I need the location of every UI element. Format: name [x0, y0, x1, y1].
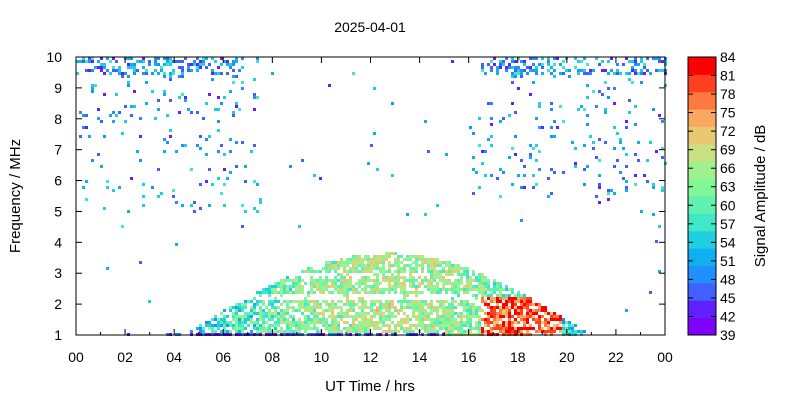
- x-tick-label: 00: [68, 349, 84, 365]
- x-tick-label: 22: [608, 349, 624, 365]
- colorbar-segment: [688, 57, 716, 75]
- x-tick-label: 08: [265, 349, 281, 365]
- colorbar-tick-label: 75: [720, 105, 736, 121]
- colorbar-tick-label: 81: [720, 68, 736, 84]
- colorbar-tick-label: 63: [720, 179, 736, 195]
- x-axis-label: UT Time / hrs: [325, 378, 415, 395]
- y-axis-label: Frequency / MHz: [7, 139, 24, 253]
- colorbar-tick-label: 42: [720, 308, 736, 324]
- colorbar-segment: [688, 91, 716, 110]
- colorbar-tick-label: 69: [720, 142, 736, 158]
- colorbar-segment: [688, 143, 716, 162]
- y-tick-label: 10: [46, 49, 62, 65]
- y-axis: 1 2 3 4 5 6 7 8 9 10: [46, 49, 665, 343]
- x-tick-label: 12: [363, 349, 379, 365]
- colorbar-frame: [687, 56, 717, 336]
- colorbar-tick-label: 84: [720, 49, 736, 65]
- colorbar-segment: [688, 230, 716, 249]
- colorbar: 84 81 78 75 72 69 66 63 60 57 54 51 48 45 42 39: [687, 49, 736, 343]
- colorbar-segment: [688, 126, 716, 145]
- y-tick-label: 3: [54, 265, 62, 281]
- colorbar-segment: [688, 161, 716, 180]
- colorbar-segment: [688, 178, 716, 197]
- y-tick-label: 5: [54, 203, 62, 219]
- colorbar-segment: [688, 317, 716, 336]
- y-tick-label: 4: [54, 234, 62, 250]
- colorbar-tick-label: 78: [720, 86, 736, 102]
- colorbar-tick-label: 72: [720, 123, 736, 139]
- colorbar-tick-label: 57: [720, 216, 736, 232]
- x-tick-label: 04: [166, 349, 182, 365]
- x-axis: 00 02 04 06 08 10 12 14 16 18 20 22 00: [68, 57, 673, 365]
- colorbar-segment: [688, 282, 716, 301]
- colorbar-segment: [688, 265, 716, 284]
- y-tick-label: 2: [54, 296, 62, 312]
- x-tick-label: 02: [117, 349, 133, 365]
- colorbar-tick-label: 39: [720, 327, 736, 343]
- y-tick-label: 8: [54, 111, 62, 127]
- x-tick-label: 14: [412, 349, 428, 365]
- x-tick-label: 10: [314, 349, 330, 365]
- colorbar-tick-label: 66: [720, 160, 736, 176]
- colorbar-segment: [688, 213, 716, 232]
- colorbar-tick-label: 60: [720, 197, 736, 213]
- colorbar-tick-label: 48: [720, 271, 736, 287]
- colorbar-label: Signal Amplitude / dB: [752, 125, 769, 268]
- colorbar-segment: [688, 248, 716, 266]
- x-tick-label: 06: [215, 349, 231, 365]
- y-tick-label: 9: [54, 80, 62, 96]
- colorbar-tick-label: 54: [720, 234, 736, 250]
- colorbar-segment: [688, 196, 716, 214]
- colorbar-segment: [688, 300, 716, 319]
- colorbar-segment: [688, 74, 716, 93]
- x-tick-label: 20: [559, 349, 575, 365]
- colorbar-tick-label: 51: [720, 253, 736, 269]
- y-tick-label: 6: [54, 173, 62, 189]
- plot-area: [76, 57, 667, 336]
- x-tick-label: 00: [657, 349, 673, 365]
- colorbar-segment: [688, 109, 716, 127]
- plot-frame: [75, 56, 666, 336]
- y-tick-label: 7: [54, 142, 62, 158]
- x-tick-label: 18: [510, 349, 526, 365]
- y-tick-label: 1: [54, 327, 62, 343]
- chart-title: 2025-04-01: [334, 19, 406, 35]
- x-tick-label: 16: [461, 349, 477, 365]
- colorbar-tick-label: 45: [720, 290, 736, 306]
